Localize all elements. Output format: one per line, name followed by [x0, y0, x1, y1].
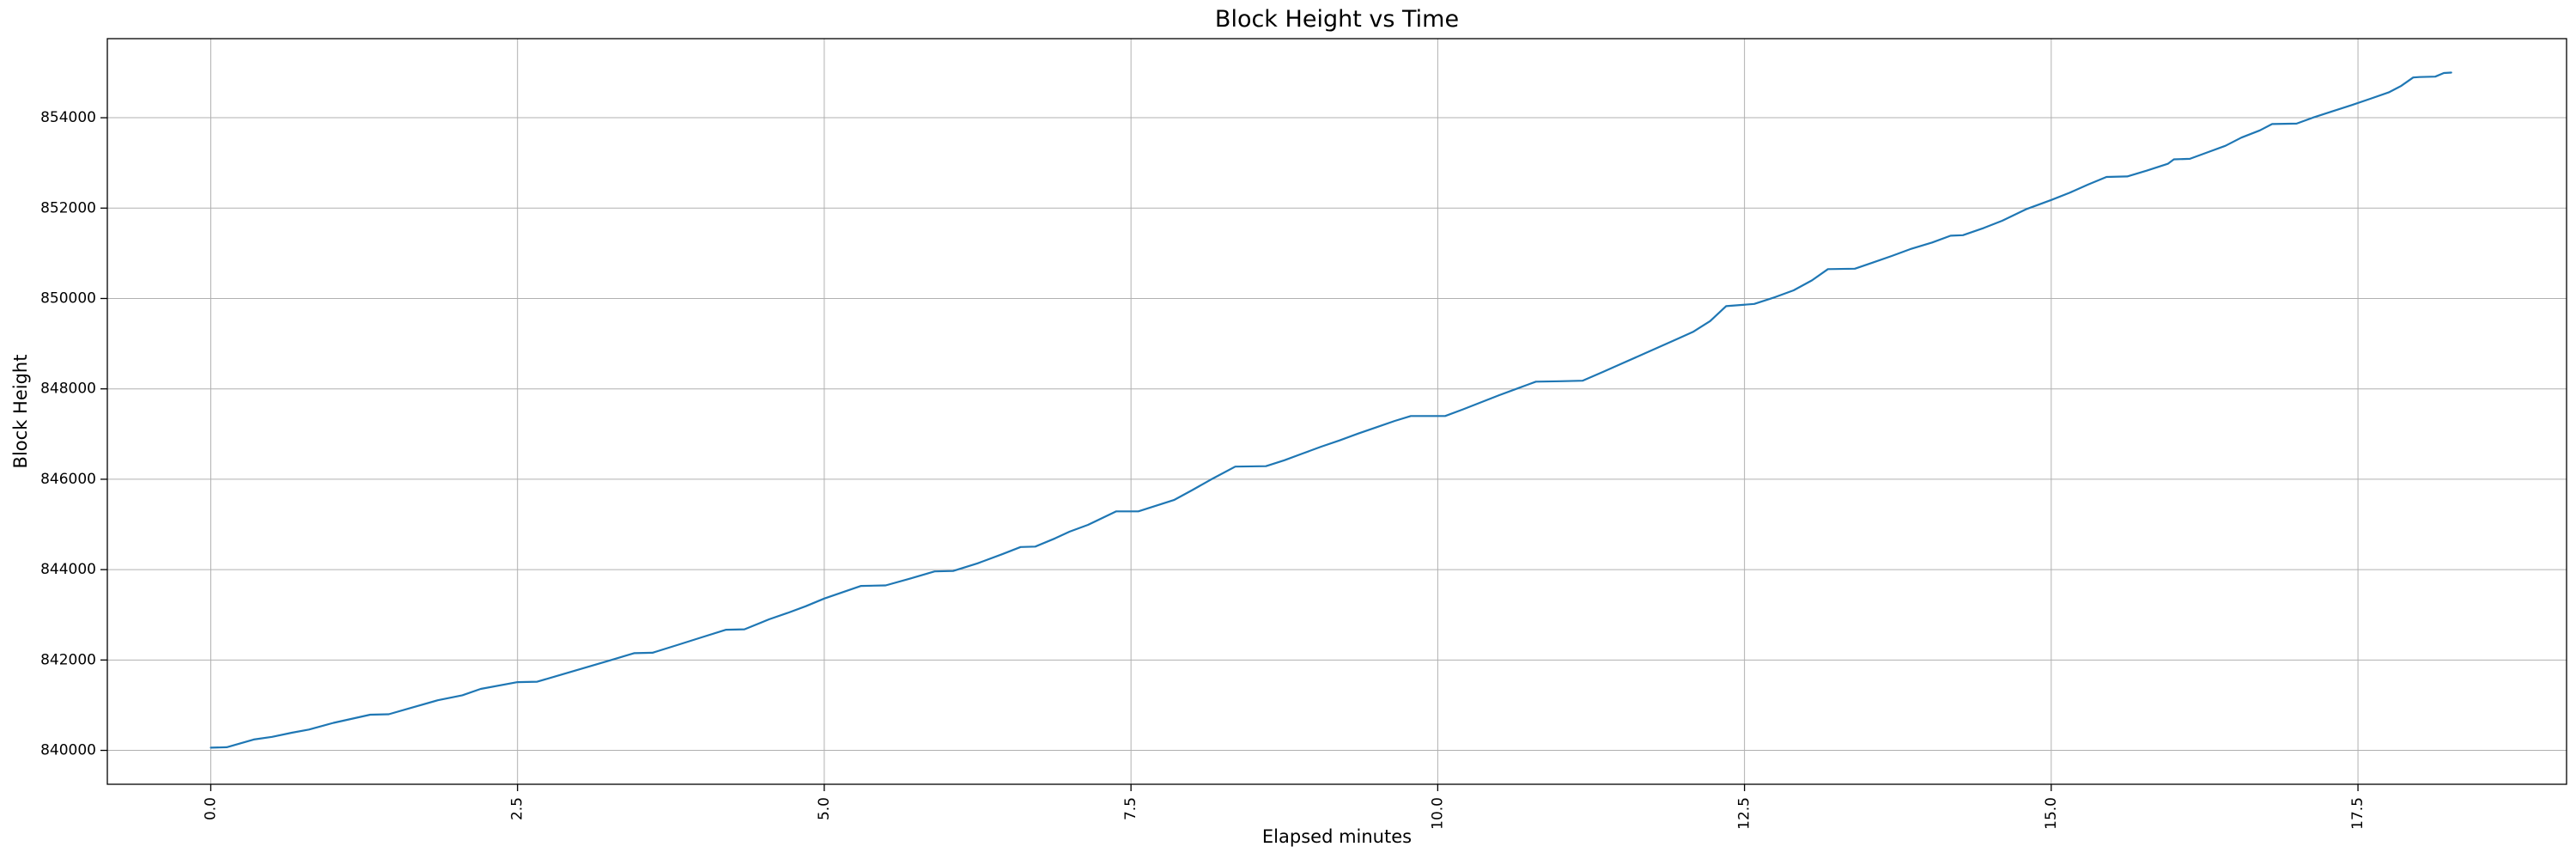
y-axis-label: Block Height [10, 355, 31, 469]
x-tick-label: 17.5 [2349, 797, 2366, 830]
block-height-line [210, 71, 2452, 749]
x-tick-label: 7.5 [1122, 797, 1139, 820]
y-tick-label: 846000 [40, 471, 96, 488]
plot-border [106, 38, 2567, 785]
x-tick-label: 0.0 [202, 797, 219, 820]
y-tick-label: 848000 [40, 381, 96, 398]
x-tick-label: 5.0 [816, 797, 833, 820]
y-tick-label: 850000 [40, 289, 96, 307]
x-axis-label: Elapsed minutes [1262, 826, 1412, 847]
y-tick-label: 840000 [40, 742, 96, 759]
y-tick-label: 842000 [40, 651, 96, 668]
x-tick-label: 2.5 [509, 797, 526, 820]
x-tick-label: 15.0 [2043, 797, 2060, 830]
y-tick-label: 854000 [40, 109, 96, 126]
series-layer [210, 71, 2452, 749]
chart-title: Block Height vs Time [1215, 6, 1459, 33]
y-tick-label: 844000 [40, 561, 96, 578]
tick-label-layer: 0.0 2.5 5.0 7.5 10.0 12.5 15.0 17.5 840000 842000… [40, 109, 2366, 830]
y-tick-label: 852000 [40, 199, 96, 216]
axes-layer [100, 38, 2567, 791]
x-tick-label: 12.5 [1736, 797, 1753, 830]
grid-layer [107, 39, 2567, 784]
x-tick-label: 10.0 [1429, 797, 1446, 830]
